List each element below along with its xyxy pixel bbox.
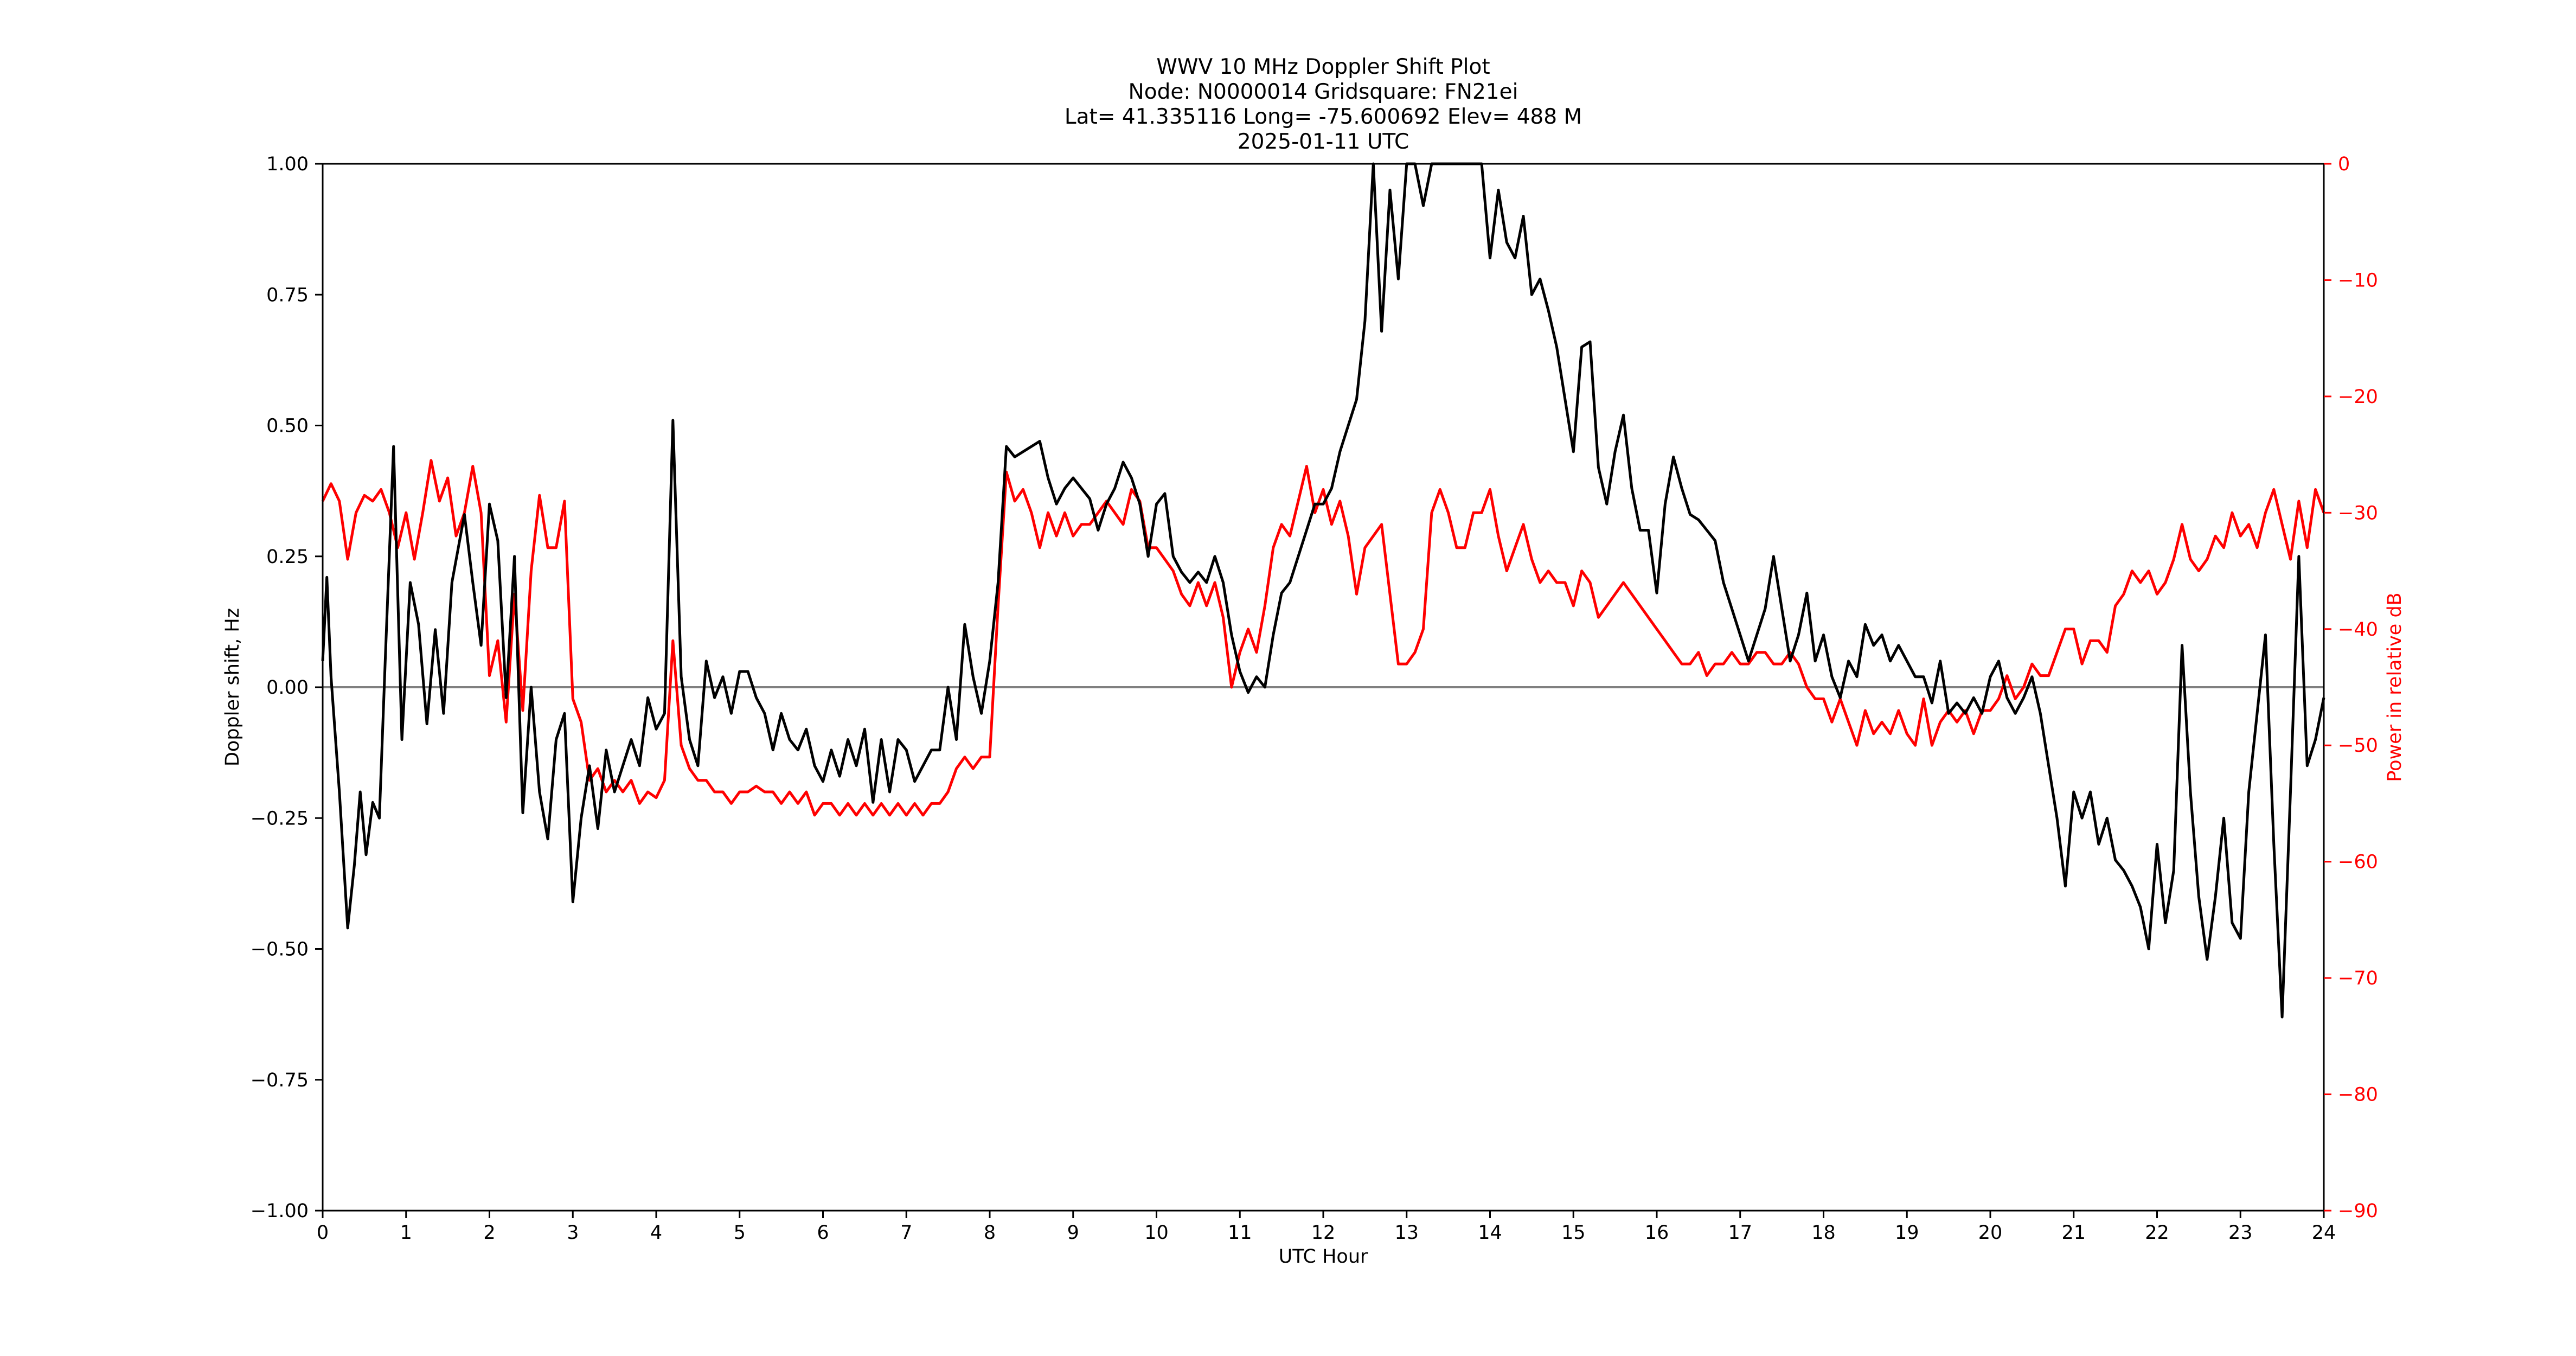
x-tick-label: 14 — [1478, 1222, 1502, 1244]
y-tick-label: 0.75 — [266, 284, 309, 306]
y-tick-label: 0.00 — [266, 677, 309, 699]
y2-tick-label: −30 — [2338, 502, 2378, 524]
y2-tick-label: −60 — [2338, 852, 2378, 873]
x-tick-label: 4 — [650, 1222, 662, 1244]
y-axis-label: Doppler shift, Hz — [222, 608, 243, 766]
x-tick-label: 13 — [1394, 1222, 1419, 1244]
chart-title: WWV 10 MHz Doppler Shift Plot Node: N000… — [1065, 55, 1582, 154]
title-line-3: Lat= 41.335116 Long= -75.600692 Elev= 48… — [1065, 105, 1582, 129]
y-tick-label: 0.50 — [266, 415, 309, 437]
y2-tick-label: −80 — [2338, 1084, 2378, 1106]
y-tick-label: −0.25 — [251, 808, 309, 829]
x-tick-label: 12 — [1311, 1222, 1336, 1244]
x-tick-label: 19 — [1895, 1222, 1919, 1244]
x-tick-label: 21 — [2061, 1222, 2086, 1244]
y-tick-label: 0.25 — [266, 546, 309, 568]
title-line-2: Node: N0000014 Gridsquare: FN21ei — [1129, 80, 1518, 104]
x-tick-label: 24 — [2312, 1222, 2336, 1244]
plot-area — [321, 162, 2325, 1019]
y-tick-label: 1.00 — [266, 153, 309, 175]
title-line-4: 2025-01-11 UTC — [1238, 130, 1409, 154]
x-axis-label: UTC Hour — [1279, 1246, 1368, 1268]
x-tick-label: 6 — [817, 1222, 829, 1244]
title-line-1: WWV 10 MHz Doppler Shift Plot — [1156, 55, 1490, 79]
x-tick-label: 2 — [483, 1222, 495, 1244]
doppler-series-line — [321, 162, 2325, 1019]
x-tick-label: 11 — [1228, 1222, 1252, 1244]
x-tick-label: 0 — [317, 1222, 329, 1244]
x-tick-label: 1 — [400, 1222, 412, 1244]
y2-tick-label: −70 — [2338, 968, 2378, 989]
x-tick-label: 23 — [2228, 1222, 2253, 1244]
y-axis-right: 0 −10 −20 −30 −40 −50 −60 −70 −80 −90 — [2324, 153, 2378, 1222]
y2-axis-label: Power in relative dB — [2384, 592, 2406, 782]
x-tick-label: 7 — [900, 1222, 912, 1244]
y2-tick-label: −50 — [2338, 735, 2378, 757]
x-tick-label: 20 — [1978, 1222, 2003, 1244]
x-tick-label: 5 — [734, 1222, 746, 1244]
y-axis-left: 1.00 0.75 0.50 0.25 0.00 −0.25 −0.50 −0.75 −1.00 — [251, 153, 323, 1222]
y-tick-label: −1.00 — [251, 1200, 309, 1222]
x-tick-label: 22 — [2145, 1222, 2169, 1244]
x-tick-label: 18 — [1811, 1222, 1836, 1244]
x-tick-label: 3 — [567, 1222, 579, 1244]
y2-tick-label: 0 — [2338, 153, 2350, 175]
y2-tick-label: −10 — [2338, 270, 2378, 291]
x-tick-label: 9 — [1067, 1222, 1079, 1244]
y-tick-label: −0.75 — [251, 1070, 309, 1091]
x-tick-label: 17 — [1728, 1222, 1752, 1244]
x-tick-label: 10 — [1144, 1222, 1169, 1244]
x-tick-label: 8 — [984, 1222, 996, 1244]
x-axis: 0 1 2 3 4 5 6 7 8 9 10 11 12 13 14 15 16 17 18 19 20 21 22 23 24 — [317, 1211, 2336, 1244]
y-tick-label: −0.50 — [251, 939, 309, 961]
x-tick-label: 16 — [1645, 1222, 1669, 1244]
y2-tick-label: −40 — [2338, 619, 2378, 641]
x-tick-label: 15 — [1561, 1222, 1586, 1244]
y2-tick-label: −20 — [2338, 386, 2378, 408]
power-series-line — [321, 459, 2325, 817]
y2-tick-label: −90 — [2338, 1200, 2378, 1222]
